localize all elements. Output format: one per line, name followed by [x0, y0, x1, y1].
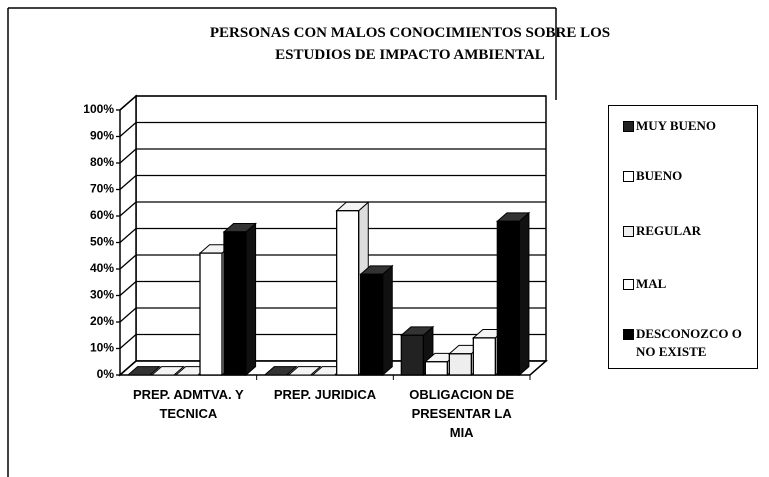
legend-item: BUENO [623, 167, 755, 185]
bar-front [400, 334, 424, 376]
bar [126, 366, 161, 376]
bar-front [448, 353, 472, 376]
bar [496, 211, 531, 377]
grid-line [119, 307, 546, 323]
legend-label: MAL [636, 276, 667, 291]
bar-top [150, 366, 185, 376]
grid-line [119, 121, 546, 137]
bar [287, 366, 322, 376]
bar-side [382, 264, 393, 377]
legend-item: MUY BUENO [623, 117, 755, 135]
legend-label: BUENO [636, 168, 683, 183]
y-tick-label: 20% [90, 314, 114, 328]
legend-item: MAL [623, 275, 755, 293]
grid-line [119, 95, 546, 111]
y-tick-label: 40% [90, 261, 114, 275]
grid-line [119, 227, 546, 243]
y-tick-label: 0% [97, 367, 115, 381]
y-tick-label: 10% [90, 341, 114, 355]
bar-front [360, 273, 384, 376]
legend-label: REGULAR [636, 223, 702, 238]
legend-item: DESCONOZCO O NO EXISTE [623, 325, 755, 361]
bar-front [472, 337, 496, 376]
y-tick-label: 80% [90, 155, 114, 169]
bar [400, 325, 435, 377]
grid-line [119, 201, 546, 217]
y-tick-label: 90% [90, 129, 114, 143]
y-tick-label: 70% [90, 182, 114, 196]
grid-line [119, 254, 546, 270]
chart-title: PERSONAS CON MALOS CONOCIMIENTOS SOBRE L… [209, 25, 611, 63]
x-tick-label: PREP. ADMTVA. Y TECNICA [132, 387, 244, 421]
grid-line [119, 148, 546, 164]
bar-top [263, 366, 298, 376]
legend-swatch [623, 121, 634, 132]
legend-label: DESCONOZCO O NO EXISTE [636, 326, 742, 359]
grid-line [119, 280, 546, 296]
bar-top [126, 366, 161, 376]
legend-swatch [623, 171, 634, 182]
x-tick-label: OBLIGACION DE PRESENTAR LA MIA [409, 387, 515, 440]
bar-front [496, 220, 520, 376]
grid-line [119, 174, 546, 190]
bar [359, 264, 394, 377]
x-tick-label: PREP. JURIDICA [273, 387, 377, 402]
y-tick-label: 60% [90, 208, 114, 222]
legend-label: MUY BUENO [636, 118, 717, 133]
bar-front [199, 252, 223, 376]
bar-front [424, 361, 448, 376]
bar [263, 366, 298, 376]
bar-side [245, 222, 257, 377]
plot: 0% 10% 20% 30% 40% 50% 60% 70% 80% 90% 100% [83, 94, 548, 381]
y-tick-label: 50% [90, 235, 114, 249]
legend: MUY BUENO BUENO REGULAR MAL DESCONOZCO O NO … [608, 105, 758, 369]
y-tick-label: 30% [90, 288, 114, 302]
bar-top [287, 366, 322, 376]
bar [150, 366, 185, 376]
y-tick-label: 100% [83, 102, 114, 116]
legend-swatch [623, 279, 634, 290]
legend-swatch [623, 329, 634, 340]
bar-side [518, 211, 530, 377]
legend-swatch [623, 226, 634, 237]
bar [222, 222, 257, 377]
bar-front [336, 210, 360, 376]
bar-front [223, 231, 247, 376]
legend-item: REGULAR [623, 222, 755, 240]
